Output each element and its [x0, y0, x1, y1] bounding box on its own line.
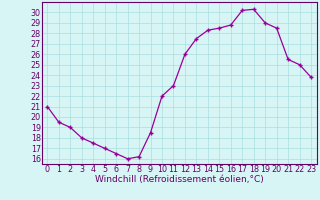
X-axis label: Windchill (Refroidissement éolien,°C): Windchill (Refroidissement éolien,°C) [95, 175, 264, 184]
